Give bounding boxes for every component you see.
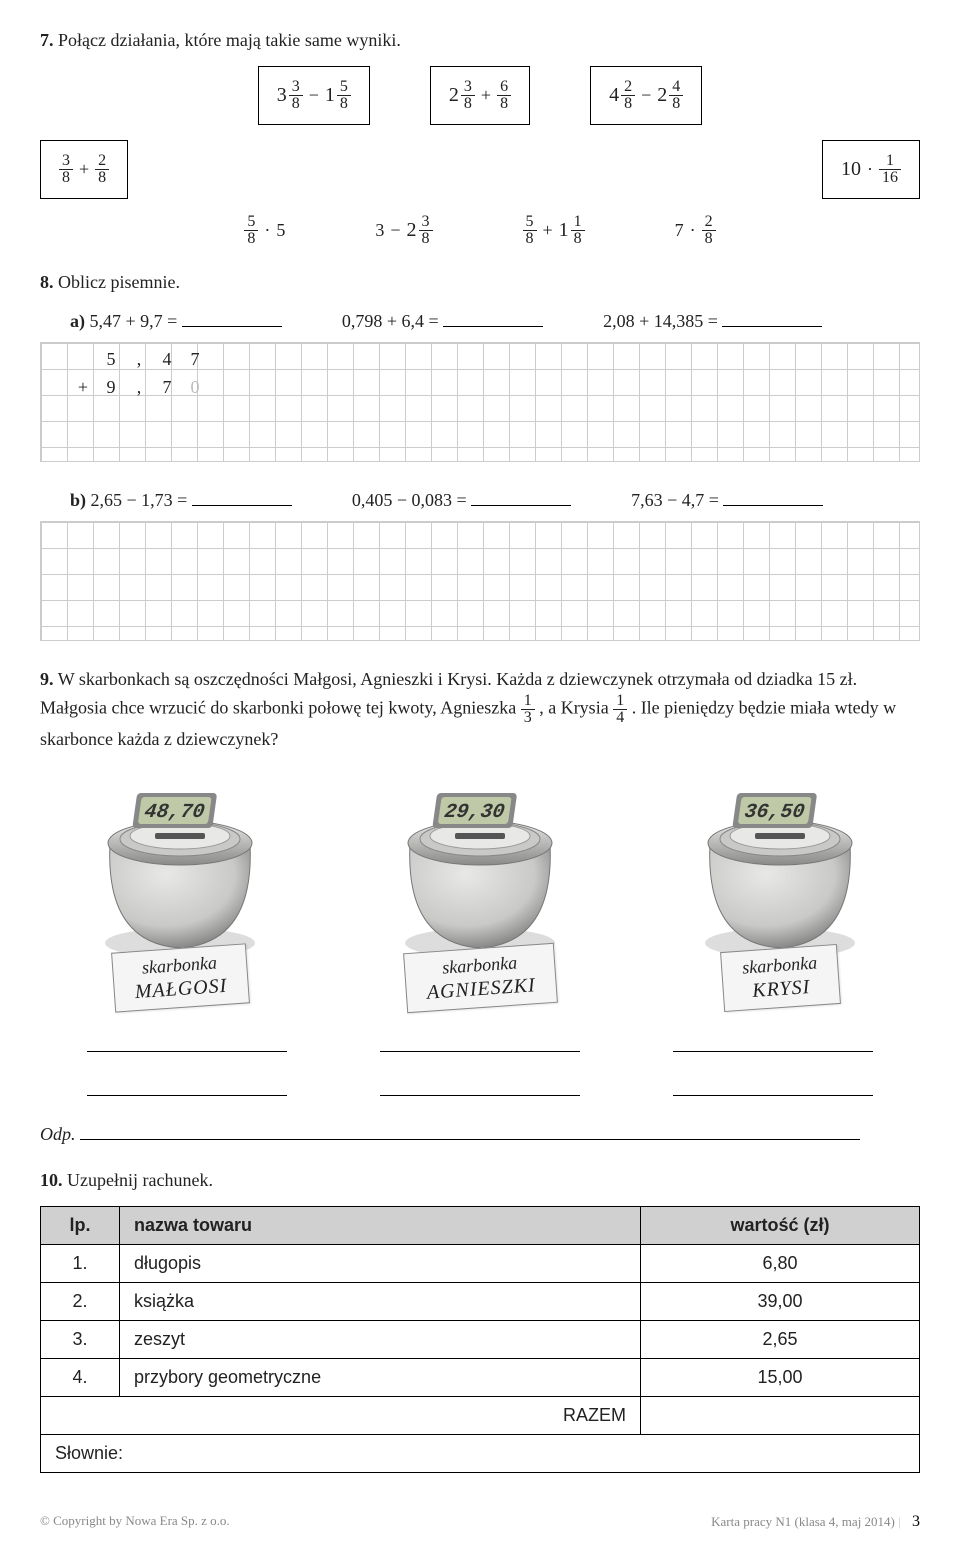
task7-heading: 7. Połącz działania, które mają takie sa… [40,30,920,51]
razem-value[interactable] [641,1396,920,1434]
task7-right-box: 10 · 116 [822,140,920,199]
task8-num: 8. [40,272,54,292]
cell-name: przybory geometryczne [120,1358,641,1396]
task8-b-label: b) [70,490,86,510]
eq-a1: 5,47 + 9,7 = [90,311,178,331]
piggy-bank: 36,50 skarbonka KRYSI [650,773,910,1008]
table-header-row: lp. nazwa towaru wartość (zł) [41,1206,920,1244]
blank-field[interactable] [87,1033,287,1052]
blank-field[interactable] [380,1077,580,1096]
grid-prefilled: 5,47+9,70 [68,344,210,402]
eq-b1: 2,65 − 1,73 = [91,490,188,510]
fraction: 14 [613,693,627,726]
task9-heading: 9. W skarbonkach są oszczędności Małgosi… [40,666,920,753]
task10-text: Uzupełnij rachunek. [67,1170,213,1190]
copyright: © Copyright by Nowa Era Sp. z o.o. [40,1513,230,1531]
svg-text:29,30: 29,30 [443,801,506,824]
cell-lp: 3. [41,1320,120,1358]
svg-text:48,70: 48,70 [143,801,206,824]
eq-a2: 0,798 + 6,4 = [342,311,439,331]
page-footer: © Copyright by Nowa Era Sp. z o.o. Karta… [40,1513,920,1531]
bill-table: lp. nazwa towaru wartość (zł) 1. długopi… [40,1206,920,1473]
blank-field[interactable] [80,1121,860,1140]
table-row: 3. zeszyt 2,65 [41,1320,920,1358]
task7-row2: 58 · 53 − 23858 + 1187 · 28 [40,214,920,247]
cell-lp: 4. [41,1358,120,1396]
task8-a-label: a) [70,311,85,331]
grid-background [40,521,920,641]
cell-lp: 1. [41,1244,120,1282]
cell-name: książka [120,1282,641,1320]
cell-lp: 2. [41,1282,120,1320]
task7-row1: 338 − 158238 + 68428 − 248 [40,66,920,125]
task10-heading: 10. Uzupełnij rachunek. [40,1170,920,1191]
blank-field[interactable] [471,487,571,506]
task10-num: 10. [40,1170,63,1190]
task9-text-p2: , a Krysia [539,698,613,718]
eq-b3: 7,63 − 4,7 = [631,490,719,510]
cell-name: długopis [120,1244,641,1282]
blank-field[interactable] [192,487,292,506]
table-row: 1. długopis 6,80 [41,1244,920,1282]
blank-field[interactable] [722,308,822,327]
blank-field[interactable] [443,308,543,327]
task7-text: Połącz działania, które mają takie same … [58,30,401,50]
task7-num: 7. [40,30,54,50]
blank-field[interactable] [673,1077,873,1096]
blank-field[interactable] [182,308,282,327]
cell-val: 2,65 [641,1320,920,1358]
col-val: wartość (zł) [641,1206,920,1244]
blank-field[interactable] [673,1033,873,1052]
task8-a-row: a) 5,47 + 9,7 = 0,798 + 6,4 = 2,08 + 14,… [40,308,920,332]
table-slownie-row: Słownie: [41,1434,920,1472]
blank-field[interactable] [723,487,823,506]
jar-label: skarbonka KRYSI [720,944,841,1012]
table-razem-row: RAZEM [41,1396,920,1434]
table-row: 2. książka 39,00 [41,1282,920,1320]
answer-blanks-row2 [40,1077,920,1096]
odp-label: Odp. [40,1124,76,1144]
task8-grid-b[interactable] [40,521,920,641]
worksheet-info: Karta pracy N1 (klasa 4, maj 2014) [711,1514,895,1529]
slownie-cell[interactable]: Słownie: [41,1434,920,1472]
task8-b-row: b) 2,65 − 1,73 = 0,405 − 0,083 = 7,63 − … [40,487,920,511]
page-number: 3 [912,1513,920,1530]
piggy-bank: 48,70 skarbonka MAŁGOSI [50,773,310,1008]
task8-grid-a[interactable]: 5,47+9,70 [40,342,920,462]
col-lp: lp. [41,1206,120,1244]
table-row: 4. przybory geometryczne 15,00 [41,1358,920,1396]
jar-label: skarbonka MAŁGOSI [111,943,249,1012]
task7-row-mid: 38 + 28 10 · 116 [40,140,920,199]
fraction: 13 [521,693,535,726]
task7-left-box: 38 + 28 [40,140,128,199]
answer-line: Odp. [40,1121,920,1145]
task9-num: 9. [40,669,54,689]
jar-label: skarbonka AGNIESZKI [403,943,558,1013]
eq-b2: 0,405 − 0,083 = [352,490,467,510]
blank-field[interactable] [87,1077,287,1096]
razem-label: RAZEM [41,1396,641,1434]
task8-text: Oblicz pisemnie. [58,272,180,292]
blank-field[interactable] [380,1033,580,1052]
task8-heading: 8. Oblicz pisemnie. [40,272,920,293]
cell-val: 39,00 [641,1282,920,1320]
answer-blanks-row1 [40,1033,920,1052]
col-name: nazwa towaru [120,1206,641,1244]
svg-text:36,50: 36,50 [743,801,806,824]
cell-val: 6,80 [641,1244,920,1282]
cell-val: 15,00 [641,1358,920,1396]
eq-a3: 2,08 + 14,385 = [603,311,718,331]
piggy-banks-row: 48,70 skarbonka MAŁGOSI 29,30 [40,773,920,1008]
cell-name: zeszyt [120,1320,641,1358]
piggy-bank: 29,30 skarbonka AGNIESZKI [350,773,610,1008]
